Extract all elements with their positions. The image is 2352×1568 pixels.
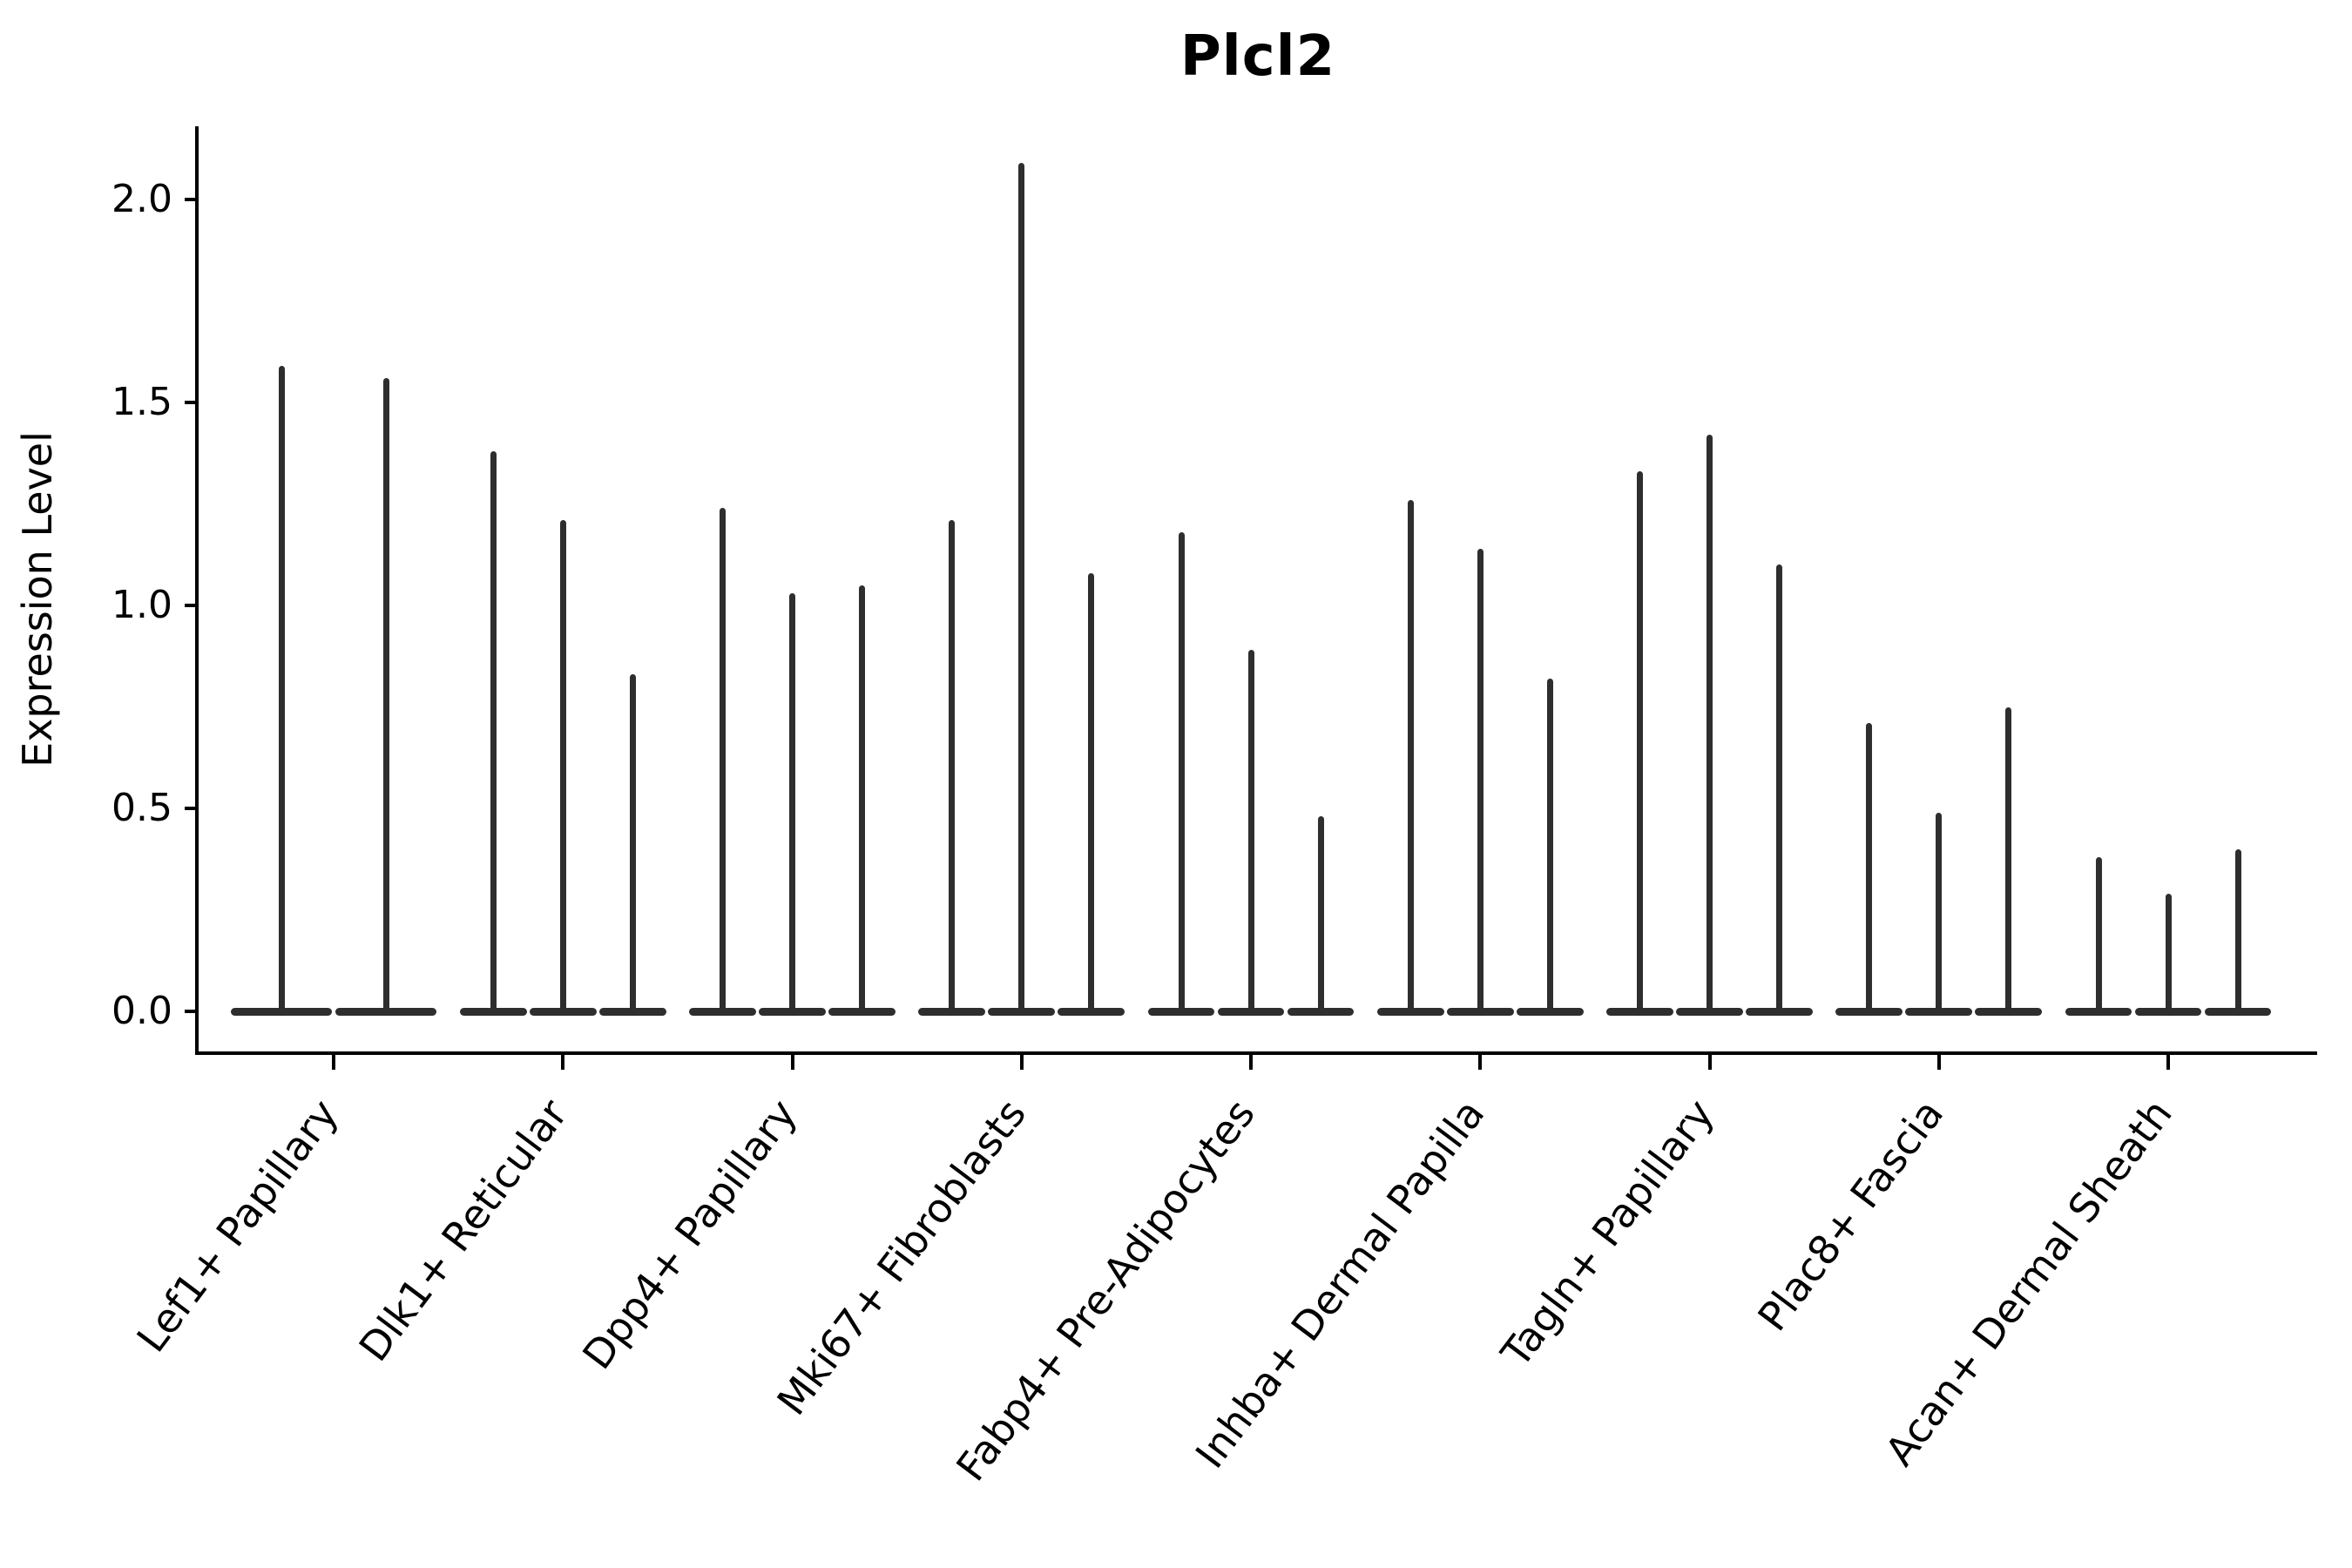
violin-body-base (1147, 1007, 1215, 1016)
x-tick-mark (2166, 1055, 2170, 1070)
violin-needle (1477, 548, 1484, 1011)
violin-body-base (2204, 1007, 2272, 1016)
x-axis-spine (195, 1051, 2317, 1055)
x-tick-label: Mki67+ Fibroblasts (767, 1091, 1035, 1424)
violin-needle (2095, 856, 2102, 1011)
y-axis-spine (195, 126, 199, 1055)
violin-needle (382, 378, 389, 1011)
violin-body-base (1516, 1007, 1584, 1016)
violin-body-base (598, 1007, 666, 1016)
violin-needle (1018, 163, 1025, 1011)
y-tick-mark (185, 198, 199, 201)
plot-title: Plcl2 (1179, 24, 1336, 89)
violin-body-base (1746, 1007, 1813, 1016)
violin-body-base (828, 1007, 896, 1016)
y-tick-mark (185, 1010, 199, 1013)
violin-body-base (2065, 1007, 2132, 1016)
x-tick-mark (1707, 1055, 1712, 1070)
violin-body-base (988, 1007, 1056, 1016)
violin-needle (1936, 812, 1943, 1011)
violin-needle (1317, 816, 1324, 1011)
violin-needle (629, 674, 636, 1011)
x-tick-label: Lef1+ Papillary (126, 1091, 348, 1362)
y-tick-mark (185, 807, 199, 810)
violin-needle (490, 450, 497, 1011)
violin-needle (278, 366, 285, 1011)
y-tick-label: 0.0 (112, 989, 172, 1033)
y-tick-label: 1.5 (112, 380, 172, 424)
x-tick-mark (1019, 1055, 1024, 1070)
violin-needle (1088, 572, 1095, 1011)
violin-needle (1637, 471, 1643, 1011)
x-tick-mark (1478, 1055, 1483, 1070)
violin-body-base (231, 1007, 332, 1016)
violin-body-base (1676, 1007, 1743, 1016)
violin-needle (1707, 435, 1713, 1011)
violin-body-base (459, 1007, 527, 1016)
x-tick-label: Tagln+ Papillary (1491, 1091, 1723, 1375)
violin-body-base (1446, 1007, 1514, 1016)
violin-needle (2165, 893, 2172, 1011)
x-tick-label: Dpp4+ Papillary (572, 1091, 806, 1378)
violin-body-base (759, 1007, 826, 1016)
x-tick-label: Dlk1+ Reticular (349, 1091, 577, 1370)
violin-needle (859, 585, 865, 1011)
y-tick-label: 2.0 (112, 177, 172, 221)
violin-needle (1866, 723, 1873, 1011)
violin-needle (789, 593, 795, 1011)
violin-body-base (1606, 1007, 1673, 1016)
violin-needle (559, 520, 566, 1011)
violin-needle (2234, 848, 2241, 1011)
violin-body-base (1376, 1007, 1444, 1016)
violin-body-base (689, 1007, 756, 1016)
y-tick-mark (185, 401, 199, 404)
y-tick-label: 0.5 (112, 786, 172, 830)
violin-body-base (2134, 1007, 2202, 1016)
x-tick-mark (790, 1055, 794, 1070)
violin-body-base (918, 1007, 986, 1016)
violin-needle (1178, 532, 1185, 1011)
violin-body-base (335, 1007, 436, 1016)
violin-needle (720, 508, 726, 1011)
violin-body-base (1217, 1007, 1285, 1016)
violin-needle (1407, 499, 1414, 1011)
x-tick-label: Plac8+ Fascia (1747, 1091, 1952, 1340)
violin-needle (949, 520, 956, 1011)
violin-needle (1546, 678, 1553, 1011)
x-tick-mark (1936, 1055, 1941, 1070)
violin-body-base (1287, 1007, 1355, 1016)
violin-needle (1247, 650, 1254, 1011)
x-tick-mark (1249, 1055, 1253, 1070)
y-tick-label: 1.0 (112, 583, 172, 627)
violin-body-base (529, 1007, 597, 1016)
violin-body-base (1058, 1007, 1125, 1016)
violin-body-base (1905, 1007, 1973, 1016)
x-tick-mark (332, 1055, 335, 1070)
violin-needle (1776, 564, 1782, 1011)
violin-needle (2005, 706, 2012, 1011)
violin-body-base (1975, 1007, 2043, 1016)
x-tick-mark (561, 1055, 565, 1070)
violin-body-base (1835, 1007, 1903, 1016)
y-tick-mark (185, 604, 199, 607)
